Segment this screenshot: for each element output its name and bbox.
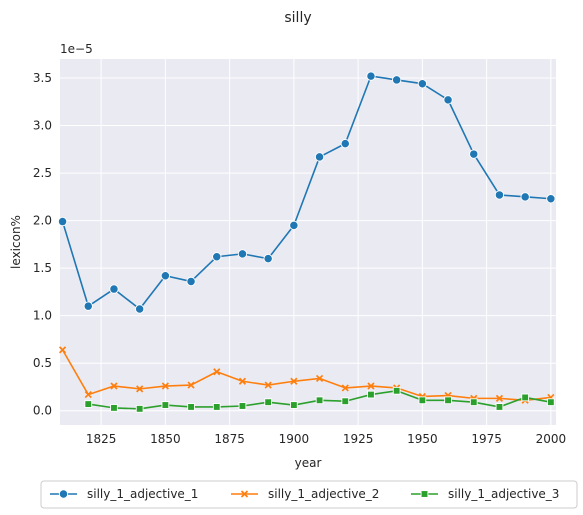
data-point [213, 368, 221, 376]
x-tick-label: 1900 [279, 432, 310, 446]
data-point [263, 253, 273, 264]
data-point [109, 284, 119, 294]
data-point [367, 382, 375, 390]
data-point [238, 402, 247, 410]
data-point [495, 394, 504, 402]
data-point [315, 396, 324, 405]
y-tick-label: 1.0 [33, 309, 52, 323]
legend-marker [240, 490, 249, 498]
legend-marker [58, 489, 69, 499]
y-tick-label: 1.5 [33, 261, 52, 275]
series-line-1 [61, 75, 551, 310]
data-point [417, 79, 428, 89]
grid-lines [60, 59, 556, 425]
data-point [495, 403, 504, 411]
data-point [160, 271, 171, 281]
chart-title: silly [284, 10, 311, 26]
data-point [110, 382, 118, 390]
plot-area [60, 59, 556, 425]
data-point [366, 71, 376, 81]
data-point [521, 393, 530, 402]
y-tick-label: 2.5 [33, 166, 52, 180]
x-tick-label: 1950 [407, 432, 438, 446]
data-point [520, 192, 530, 202]
data-point [289, 220, 299, 231]
legend-entry-3: silly_1_adjective_3 [411, 487, 559, 501]
x-axis-label: year [295, 456, 322, 470]
data-point [84, 400, 93, 408]
y-tick-label: 3.5 [33, 71, 52, 85]
data-point [546, 194, 556, 204]
legend-marker [420, 490, 429, 498]
y-tick-label: 0.0 [33, 404, 52, 418]
data-point [392, 386, 401, 395]
data-point [264, 398, 273, 407]
legend-entry-1: silly_1_adjective_1 [50, 487, 198, 501]
x-tick-label: 1875 [214, 432, 245, 446]
data-point [494, 190, 505, 200]
data-point [264, 381, 272, 389]
data-point [290, 377, 298, 385]
legend-box [40, 480, 578, 509]
x-axis-ticks: 1825 1850 1875 1900 1925 1950 1975 2000 [86, 432, 566, 446]
data-point [57, 216, 68, 227]
data-point [187, 403, 195, 411]
data-point [238, 377, 247, 385]
series-line-2 [61, 349, 551, 402]
y-axis-ticks: 0.0 0.5 1.0 1.5 2.0 2.5 3.0 3.5 [33, 71, 52, 418]
data-point [187, 381, 195, 389]
legend-label: silly_1_adjective_1 [87, 487, 198, 501]
y-tick-label: 3.0 [33, 119, 52, 133]
data-point [212, 403, 221, 411]
data-point [392, 75, 402, 85]
data-point [110, 404, 118, 412]
data-point [186, 276, 196, 287]
y-axis-offset-label: 1e−5 [60, 42, 93, 56]
data-point [547, 398, 555, 407]
data-point [469, 149, 479, 159]
legend-label: silly_1_adjective_3 [448, 487, 559, 501]
data-point [161, 401, 170, 409]
data-point [237, 249, 248, 259]
data-point [135, 404, 144, 413]
x-tick-label: 2000 [536, 432, 567, 446]
data-point [212, 252, 222, 262]
x-tick-label: 1975 [471, 432, 502, 446]
x-tick-label: 1925 [343, 432, 374, 446]
series-silly_1_adjective_2 [58, 346, 555, 404]
data-point [469, 398, 478, 407]
data-point [135, 304, 145, 314]
series-layer [57, 71, 556, 413]
legend-entry-2: silly_1_adjective_2 [231, 487, 379, 501]
data-point [290, 401, 298, 409]
x-tick-label: 1850 [150, 432, 181, 446]
data-point [314, 152, 325, 162]
series-silly_1_adjective_1 [57, 71, 556, 314]
legend-label: silly_1_adjective_2 [268, 487, 379, 501]
y-axis-label: lexicon% [9, 215, 23, 269]
data-point [58, 346, 67, 354]
y-tick-label: 2.0 [33, 214, 52, 228]
data-point [443, 95, 453, 105]
data-point [315, 374, 324, 383]
data-point [418, 396, 427, 405]
data-point [340, 138, 350, 149]
data-point [341, 384, 349, 392]
y-tick-label: 0.5 [33, 356, 52, 370]
series-silly_1_adjective_3 [84, 386, 555, 413]
data-point [136, 385, 144, 393]
data-point [83, 301, 93, 311]
data-point [444, 396, 452, 405]
legend: silly_1_adjective_1 silly_1_adjective_2 si… [40, 480, 578, 509]
data-point [367, 390, 375, 399]
x-tick-label: 1825 [86, 432, 117, 446]
data-point [341, 397, 350, 406]
data-point [161, 382, 169, 390]
data-point [84, 390, 92, 399]
